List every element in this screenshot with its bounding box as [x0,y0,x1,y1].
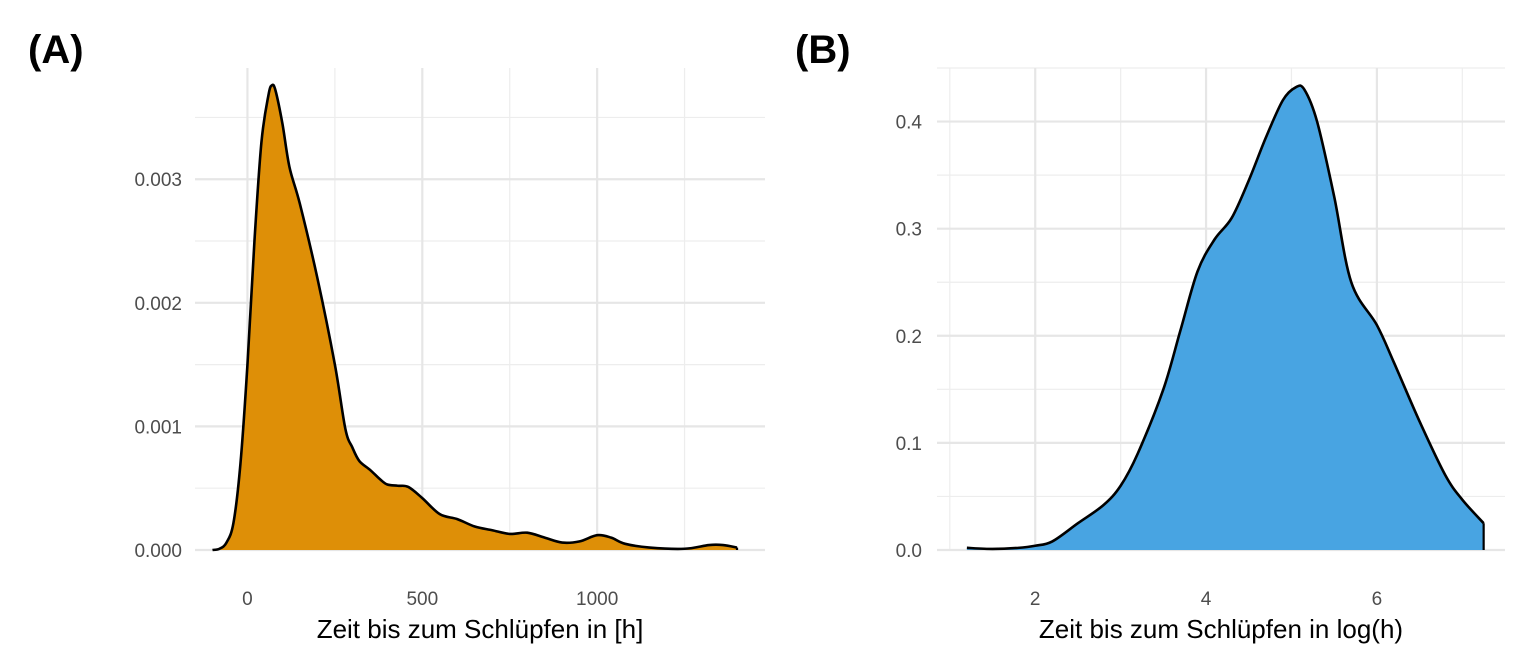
b-x-tick-label: 2 [1030,589,1041,610]
b-x-tick-label: 6 [1372,589,1383,610]
a-y-tick-label: 0.001 [134,417,182,438]
a-x-tick-label: 1000 [576,589,618,610]
a-density-area [212,84,738,550]
a-y-tick-label: 0.000 [134,541,182,562]
b-density-area [966,85,1484,551]
a-density-line [212,83,738,552]
b-y-tick-label: 0.0 [896,541,922,562]
b-y-tick-label: 0.1 [896,434,922,455]
a-x-axis-title: Zeit bis zum Schlüpfen in [h] [317,614,644,644]
panel-a-label: (A) [28,28,84,72]
a-y-tick-label: 0.003 [134,170,182,191]
b-x-axis-title: Zeit bis zum Schlüpfen in log(h) [1039,614,1403,644]
panel-b-label: (B) [795,28,851,72]
b-y-tick-label: 0.3 [896,220,922,241]
a-x-tick-label: 500 [406,589,438,610]
a-y-tick-label: 0.002 [134,294,182,315]
b-x-tick-label: 4 [1201,589,1212,610]
b-y-tick-label: 0.4 [896,113,923,134]
b-y-tick-label: 0.2 [896,327,922,348]
b-density-line [966,84,1485,551]
a-x-tick-label: 0 [242,589,253,610]
